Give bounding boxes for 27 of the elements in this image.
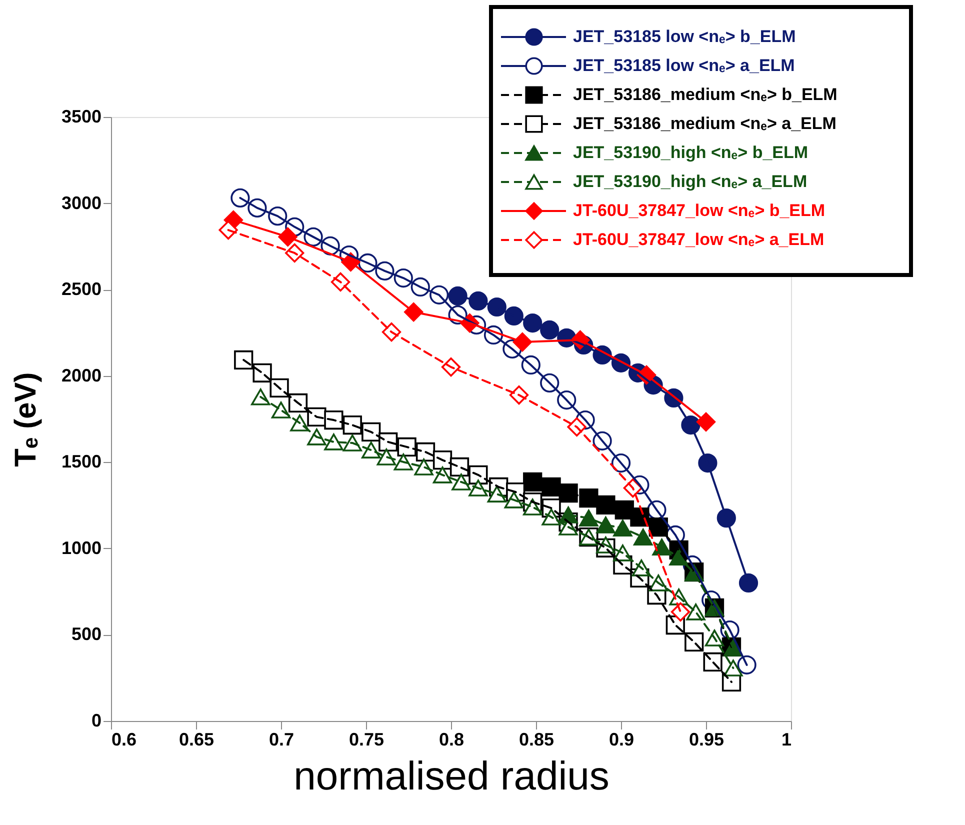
y-tick-label: 500 bbox=[71, 624, 102, 644]
y-tick-label: 1000 bbox=[61, 538, 102, 558]
legend-label: JT-60U_37847_low <nₑ> b_ELM bbox=[573, 201, 826, 220]
y-tick-label: 2000 bbox=[61, 365, 102, 386]
legend-label: JET_53190_high <nₑ> a_ELM bbox=[573, 172, 808, 191]
x-tick-label: 0.65 bbox=[178, 730, 214, 750]
x-tick-label: 0.75 bbox=[348, 730, 384, 750]
x-tick-label: 0.9 bbox=[608, 730, 634, 750]
x-tick-label: 0.85 bbox=[518, 730, 554, 750]
legend-label: JET_53185 low <nₑ> a_ELM bbox=[573, 56, 795, 75]
legend-label: JET_53186_medium <nₑ> a_ELM bbox=[573, 114, 836, 133]
legend-label: JT-60U_37847_low <nₑ> a_ELM bbox=[573, 230, 824, 249]
y-axis-title: Tₑ (eV) bbox=[9, 372, 42, 467]
y-tick-label: 1500 bbox=[61, 452, 102, 472]
legend-label: JET_53186_medium <nₑ> b_ELM bbox=[573, 85, 838, 104]
y-tick-label: 3500 bbox=[61, 106, 102, 126]
x-tick-label: 0.8 bbox=[438, 730, 464, 750]
legend-label: JET_53190_high <nₑ> b_ELM bbox=[573, 143, 808, 162]
legend-label: JET_53185 low <nₑ> b_ELM bbox=[573, 27, 796, 46]
x-axis-title: normalised radius bbox=[294, 754, 610, 798]
x-tick-label: 0.6 bbox=[112, 730, 137, 750]
y-tick-label: 2500 bbox=[61, 279, 102, 300]
x-tick-label: 0.7 bbox=[268, 730, 294, 750]
y-tick-label: 0 bbox=[91, 710, 102, 730]
x-tick-label: 1 bbox=[781, 730, 792, 750]
x-tick-label: 0.95 bbox=[688, 730, 724, 750]
y-tick-label: 3000 bbox=[61, 192, 102, 213]
